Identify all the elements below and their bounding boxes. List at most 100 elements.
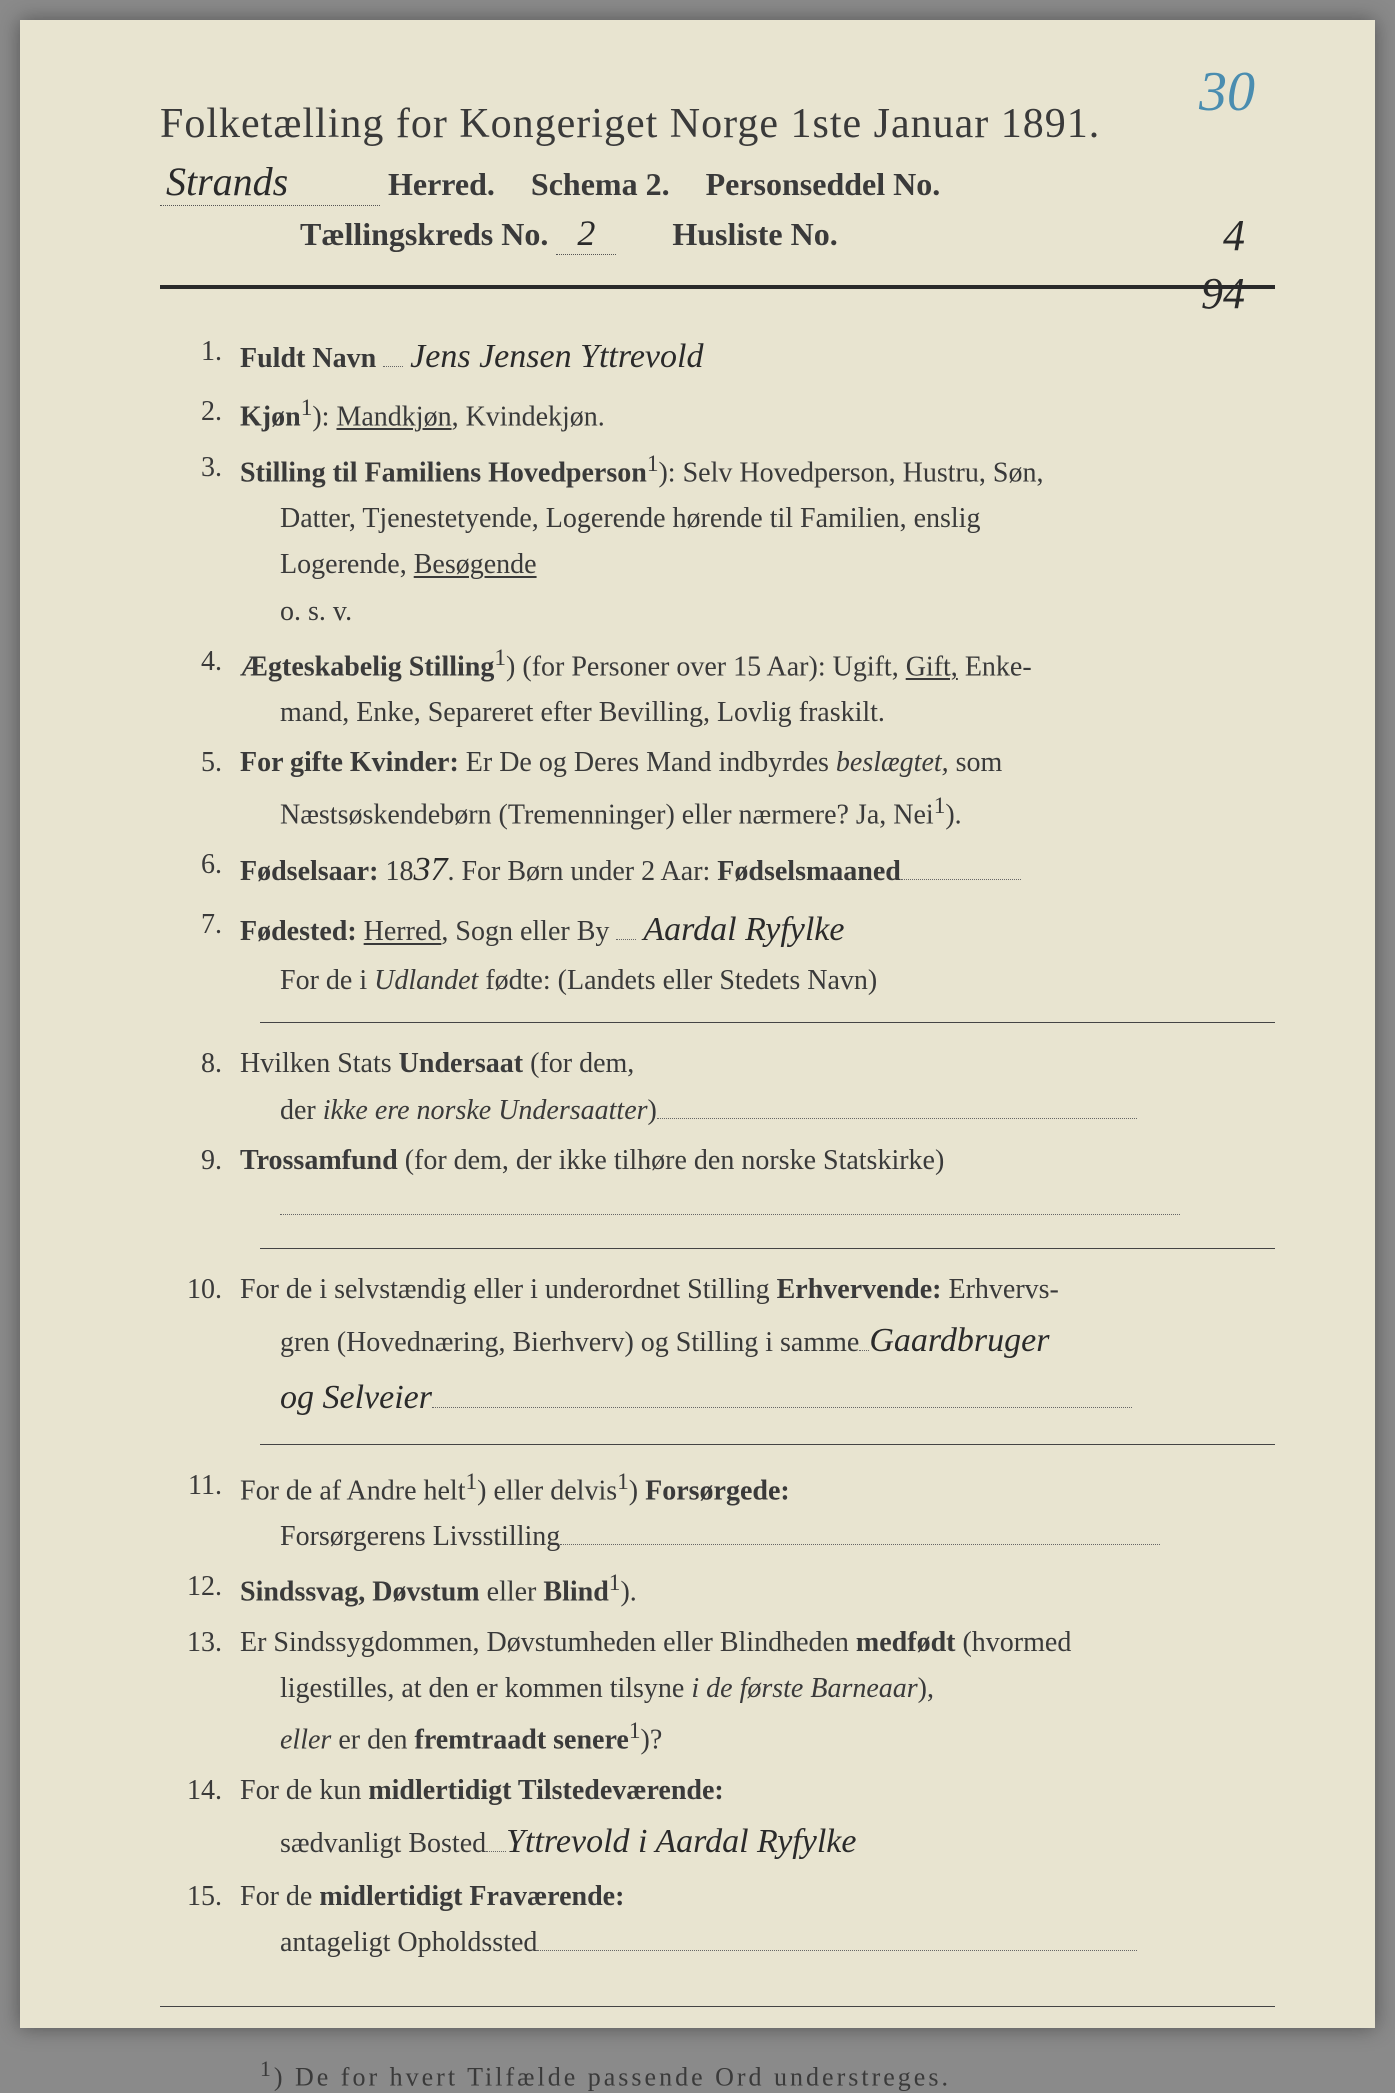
field-label: Sindssvag, Døvstum xyxy=(240,1577,480,1608)
tkreds-number: 2 xyxy=(556,212,616,255)
header-row-1: Strands Herred. Schema 2. Personseddel N… xyxy=(160,158,1275,206)
name-handwritten: Jens Jensen Yttrevold xyxy=(410,338,703,375)
field-text: o. s. v. xyxy=(240,589,1275,635)
field-text: ). xyxy=(620,1577,636,1608)
form-title: Folketælling for Kongeriget Norge 1ste J… xyxy=(160,100,1275,148)
field-label: Fødselsmaaned xyxy=(717,856,901,887)
footnote-text: ) De for hvert Tilfælde passende Ord und… xyxy=(274,2063,951,2092)
entry-13: 13. Er Sindssygdommen, Døvstumheden elle… xyxy=(180,1620,1275,1764)
entry-num: 3. xyxy=(180,445,240,635)
footnote: 1) De for hvert Tilfælde passende Ord un… xyxy=(160,2057,1275,2093)
page-number-annotation: 30 xyxy=(1199,60,1255,124)
field-text: ligestilles, at den er kommen tilsyne i … xyxy=(240,1666,1275,1712)
entry-8: 8. Hvilken Stats Undersaat (for dem, der… xyxy=(180,1041,1275,1133)
entry-num: 15. xyxy=(180,1874,240,1966)
herred-label: Herred. xyxy=(388,166,495,203)
field-label: For gifte Kvinder: xyxy=(240,747,459,778)
field-text: ) xyxy=(629,1475,645,1506)
divider-thin xyxy=(260,1444,1275,1445)
field-label: Undersaat xyxy=(399,1048,523,1079)
field-label: Stilling til Familiens Hovedperson xyxy=(240,457,647,488)
field-label: midlertidigt Fraværende: xyxy=(319,1881,624,1912)
field-text: antageligt Opholdssted xyxy=(240,1920,1275,1966)
entry-4: 4. Ægteskabelig Stilling1) (for Personer… xyxy=(180,639,1275,737)
field-text: Forsørgerens Livsstilling xyxy=(240,1514,1275,1560)
field-text: sædvanligt BostedYttrevold i Aardal Ryfy… xyxy=(240,1814,1275,1870)
field-text: Næstsøskendebørn (Tremenninger) eller næ… xyxy=(240,787,1275,839)
footnote-ref: 1 xyxy=(647,451,659,477)
birthyear-handwritten: 37 xyxy=(413,851,447,888)
divider-thin xyxy=(260,1022,1275,1023)
divider-thin xyxy=(160,2006,1275,2007)
census-form-page: 30 Folketælling for Kongeriget Norge 1st… xyxy=(20,20,1375,2028)
husliste-label: Husliste No. xyxy=(672,216,837,253)
entry-num: 6. xyxy=(180,842,240,898)
header-row-2: Tællingskreds No. 2 Husliste No. xyxy=(160,212,1275,255)
field-text: der ikke ere norske Undersaatter) xyxy=(240,1088,1275,1134)
field-label: Kjøn xyxy=(240,401,301,432)
field-label: Blind xyxy=(543,1577,608,1608)
divider-thick xyxy=(160,285,1275,289)
entry-12: 12. Sindssvag, Døvstum eller Blind1). xyxy=(180,1564,1275,1616)
entry-num: 8. xyxy=(180,1041,240,1133)
footnote-marker: 1 xyxy=(260,2057,274,2081)
field-text: eller xyxy=(480,1577,544,1608)
tkreds-label: Tællingskreds No. xyxy=(300,216,548,253)
field-text: Datter, Tjenestetyende, Logerende hørend… xyxy=(240,496,1275,542)
field-label: Trossamfund xyxy=(240,1145,398,1176)
footnote-ref: 1 xyxy=(609,1570,621,1596)
field-text: 18 xyxy=(378,856,413,887)
entry-num: 9. xyxy=(180,1138,240,1230)
husliste-number: 94 xyxy=(1201,268,1245,319)
footnote-ref: 1 xyxy=(494,645,506,671)
field-text: ): Selv Hovedperson, Hustru, Søn, xyxy=(658,457,1043,488)
field-text: (for dem, xyxy=(523,1048,634,1079)
field-text: Erhvervs- xyxy=(941,1274,1058,1305)
field-text: Herred xyxy=(364,916,442,947)
herred-handwritten: Strands xyxy=(160,158,380,206)
footnote-ref: 1 xyxy=(617,1469,629,1495)
entry-num: 12. xyxy=(180,1564,240,1616)
field-text: ): Mandkjøn, Kvindekjøn. xyxy=(312,401,604,432)
personseddel-number: 4 xyxy=(1223,210,1245,261)
entry-6: 6. Fødselsaar: 1837. For Børn under 2 Aa… xyxy=(180,842,1275,898)
entry-num: 13. xyxy=(180,1620,240,1764)
field-text: For de i selvstændig eller i underordnet… xyxy=(240,1274,777,1305)
field-label: Fødselsaar: xyxy=(240,856,378,887)
field-text: ) (for Personer over 15 Aar): Ugift, Gif… xyxy=(506,651,1032,682)
entry-num: 5. xyxy=(180,740,240,838)
entry-num: 1. xyxy=(180,329,240,385)
entry-num: 14. xyxy=(180,1768,240,1870)
entry-7: 7. Fødested: Herred, Sogn eller By Aarda… xyxy=(180,902,1275,1004)
entry-2: 2. Kjøn1): Mandkjøn, Kvindekjøn. xyxy=(180,389,1275,441)
field-text: (hvormed xyxy=(955,1627,1071,1658)
birthplace-handwritten: Aardal Ryfylke xyxy=(643,911,844,948)
field-text: For de xyxy=(240,1881,319,1912)
entry-10: 10. For de i selvstændig eller i underor… xyxy=(180,1267,1275,1425)
field-text: ) eller delvis xyxy=(477,1475,617,1506)
residence-handwritten: Yttrevold i Aardal Ryfylke xyxy=(506,1823,856,1860)
field-text: . For Børn under 2 Aar: xyxy=(447,856,717,887)
entry-num: 11. xyxy=(180,1463,240,1561)
field-text: eller er den fremtraadt senere1)? xyxy=(240,1712,1275,1764)
footnote-ref: 1 xyxy=(466,1469,478,1495)
entry-11: 11. For de af Andre helt1) eller delvis1… xyxy=(180,1463,1275,1561)
field-text: Er Sindssygdommen, Døvstumheden eller Bl… xyxy=(240,1627,856,1658)
entry-1: 1. Fuldt Navn Jens Jensen Yttrevold xyxy=(180,329,1275,385)
field-label: Erhvervende: xyxy=(777,1274,942,1305)
entry-9: 9. Trossamfund (for dem, der ikke tilhør… xyxy=(180,1138,1275,1230)
occupation-handwritten: Gaardbruger xyxy=(869,1322,1049,1359)
field-text: Hvilken Stats xyxy=(240,1048,399,1079)
entry-5: 5. For gifte Kvinder: Er De og Deres Man… xyxy=(180,740,1275,838)
field-label: Fødested: xyxy=(240,916,357,947)
divider-thin xyxy=(260,1248,1275,1249)
entry-num: 7. xyxy=(180,902,240,1004)
field-text: (for dem, der ikke tilhøre den norske St… xyxy=(398,1145,945,1176)
field-label: Ægteskabelig Stilling xyxy=(240,651,494,682)
personseddel-label: Personseddel No. xyxy=(706,166,941,203)
field-text: Er De og Deres Mand indbyrdes beslægtet,… xyxy=(459,747,1003,778)
entry-14: 14. For de kun midlertidigt Tilstedevære… xyxy=(180,1768,1275,1870)
field-text: gren (Hovednæring, Bierhverv) og Stillin… xyxy=(240,1313,1275,1369)
entry-15: 15. For de midlertidigt Fraværende: anta… xyxy=(180,1874,1275,1966)
occupation-handwritten-2: og Selveier xyxy=(280,1379,432,1416)
